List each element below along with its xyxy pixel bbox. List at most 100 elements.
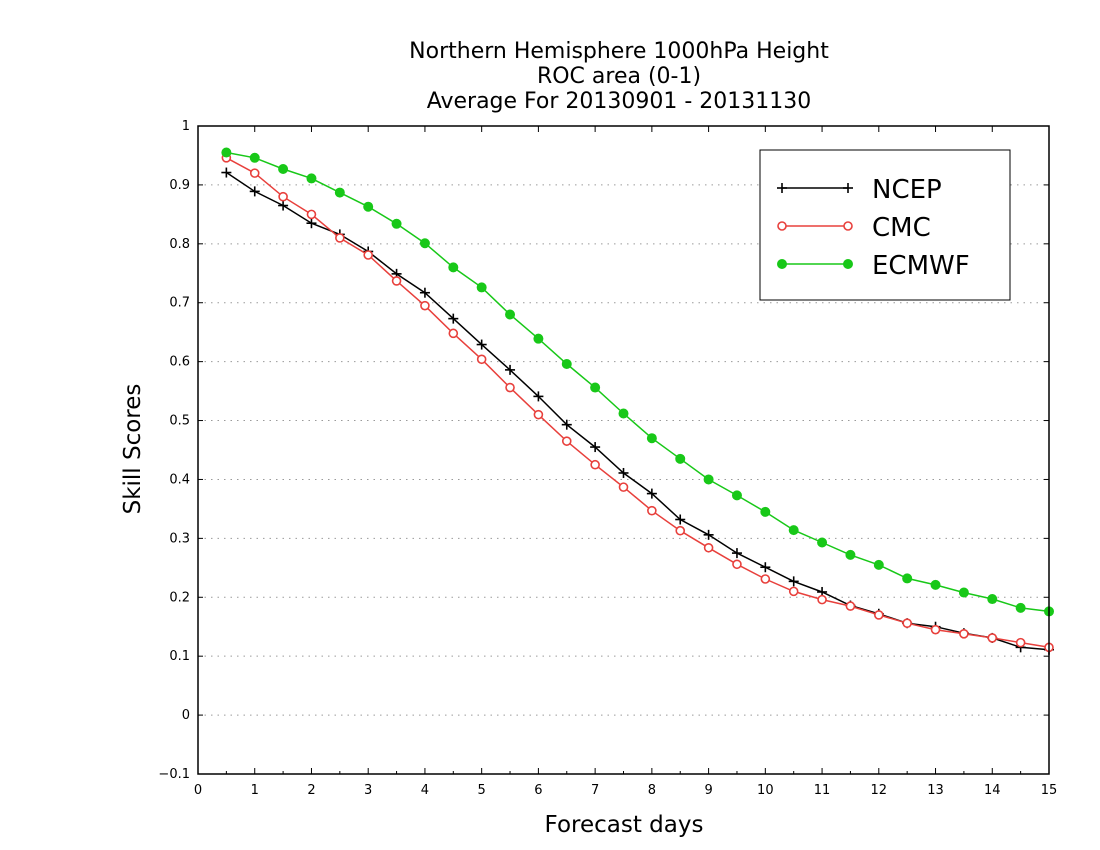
data-point-ncep — [760, 562, 771, 573]
data-point-cmc — [561, 436, 572, 446]
data-point-ecmwf — [817, 537, 828, 548]
legend-label: NCEP — [872, 175, 942, 205]
legend-item-ecmwf: ECMWF — [777, 251, 970, 281]
legend-box — [759, 149, 1011, 301]
data-point-ecmwf — [561, 358, 572, 369]
y-tick-label: −0.1 — [158, 767, 190, 782]
legend-marker — [843, 221, 853, 231]
data-point-ncep — [533, 391, 544, 402]
data-point-ecmwf — [731, 490, 742, 501]
x-tick-label: 15 — [1041, 783, 1058, 798]
data-point-cmc — [533, 409, 544, 420]
data-point-ecmwf — [873, 559, 884, 570]
legend-item-cmc: CMC — [777, 213, 931, 243]
x-tick-label: 9 — [704, 783, 712, 798]
data-point-ncep — [249, 186, 260, 197]
data-point-ecmwf — [958, 587, 969, 598]
data-point-ecmwf — [788, 525, 799, 536]
axes: −0.100.10.20.30.40.50.60.70.80.910 1 2 3 4 5 6… — [158, 119, 1057, 798]
x-tick-label: 14 — [984, 783, 1001, 798]
data-point-ncep — [476, 339, 487, 350]
data-point-cmc — [760, 574, 771, 584]
data-point-ecmwf — [476, 282, 487, 293]
data-point-ecmwf — [448, 262, 459, 273]
data-point-ecmwf — [987, 594, 998, 605]
data-point-ecmwf — [221, 147, 232, 158]
data-point-cmc — [618, 482, 629, 492]
data-point-ecmwf — [760, 506, 771, 517]
x-tick-label: 7 — [591, 783, 599, 798]
x-tick-label: 6 — [534, 783, 542, 798]
y-tick-label: 0.3 — [169, 531, 190, 546]
data-point-cmc — [703, 542, 714, 553]
x-tick-label: 4 — [421, 783, 429, 798]
legend-marker — [777, 259, 787, 269]
y-tick-label: 0 — [182, 708, 190, 723]
data-point-cmc — [278, 191, 288, 202]
data-point-ncep — [278, 200, 289, 211]
data-point-ncep — [419, 287, 430, 298]
data-point-ecmwf — [703, 474, 714, 485]
series-ecmwf — [221, 147, 1054, 617]
data-point-ecmwf — [278, 164, 289, 175]
data-point-ncep — [306, 218, 317, 229]
chart-title: Northern Hemisphere 1000hPa Height ROC a… — [409, 39, 829, 114]
data-point-cmc — [788, 586, 799, 597]
data-point-ecmwf — [533, 333, 544, 344]
data-point-ecmwf — [505, 309, 516, 320]
legend-marker — [777, 183, 787, 193]
legend-marker — [777, 221, 787, 231]
data-point-ecmwf — [391, 218, 402, 229]
series-cmc — [221, 153, 1054, 653]
data-point-ecmwf — [306, 173, 317, 184]
data-point-cmc — [873, 610, 884, 620]
data-point-cmc — [590, 459, 600, 470]
x-tick-label: 10 — [757, 783, 774, 798]
y-tick-label: 0.2 — [169, 590, 190, 605]
legend-marker — [843, 259, 853, 269]
data-point-ncep — [703, 529, 714, 540]
data-point-cmc — [930, 624, 941, 635]
x-tick-label: 12 — [871, 783, 888, 798]
x-tick-label: 3 — [364, 783, 372, 798]
y-tick-label: 0.9 — [169, 178, 190, 193]
y-tick-label: 0.1 — [169, 649, 190, 664]
data-point-cmc — [476, 354, 487, 365]
data-point-cmc — [902, 618, 912, 628]
data-point-ecmwf — [618, 408, 629, 419]
data-point-cmc — [987, 633, 998, 643]
data-point-ecmwf — [249, 152, 260, 163]
y-axis-label: Skill Scores — [120, 384, 146, 515]
data-point-ecmwf — [590, 382, 601, 393]
data-point-ncep — [448, 313, 459, 324]
title-line-1: Northern Hemisphere 1000hPa Height — [409, 39, 829, 64]
data-point-cmc — [335, 233, 345, 243]
data-point-cmc — [732, 559, 742, 570]
x-tick-label: 8 — [648, 783, 656, 798]
data-point-cmc — [647, 505, 657, 516]
x-tick-label: 2 — [307, 783, 315, 798]
data-point-cmc — [817, 594, 827, 605]
plot-frame — [197, 125, 1050, 775]
legend-item-ncep: NCEP — [777, 175, 942, 205]
data-point-ecmwf — [902, 573, 913, 584]
y-tick-label: 1 — [182, 119, 190, 134]
series-layer — [221, 147, 1054, 655]
legend-marker — [843, 183, 853, 193]
x-axis-label: Forecast days — [545, 812, 704, 838]
data-point-ncep — [675, 514, 686, 525]
x-tick-label: 13 — [927, 783, 944, 798]
data-point-ncep — [505, 364, 516, 375]
data-point-ecmwf — [930, 579, 941, 590]
title-line-3: Average For 20130901 - 20131130 — [427, 89, 812, 114]
data-point-cmc — [391, 276, 402, 286]
title-line-2: ROC area (0-1) — [537, 64, 701, 89]
data-point-cmc — [845, 601, 856, 611]
x-tick-label: 0 — [194, 783, 202, 798]
data-point-cmc — [448, 328, 459, 339]
legend: NCEP CMC ECMWF — [759, 149, 1011, 301]
series-line-cmc — [226, 157, 1050, 649]
data-point-cmc — [306, 209, 317, 220]
legend-label: CMC — [872, 213, 931, 243]
